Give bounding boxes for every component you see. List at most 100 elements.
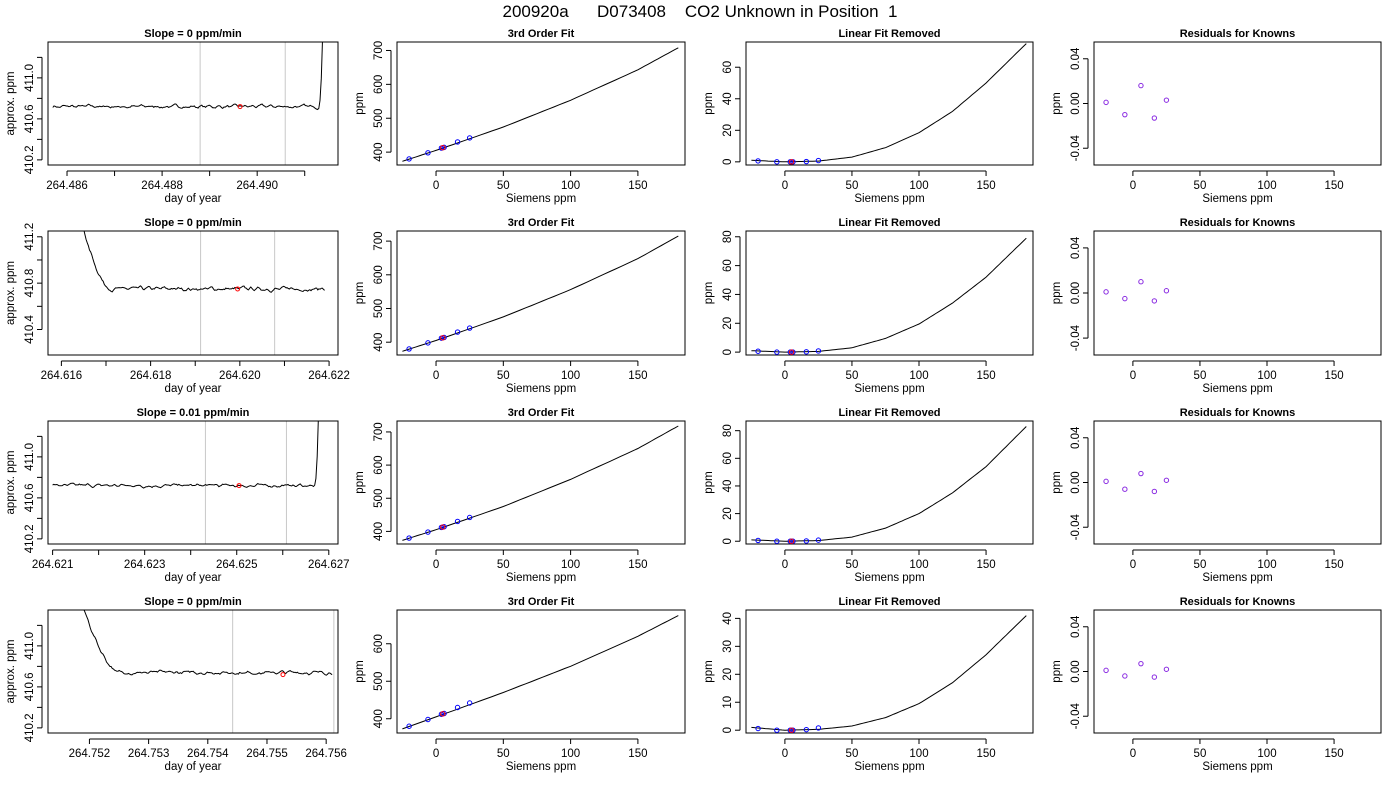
unknown-point <box>788 727 795 733</box>
x-axis-label: Siemens ppm <box>1202 572 1272 584</box>
panel-r3c1: Slope = 0.01 ppm/min 264.621 264.623 264.62… <box>5 407 350 584</box>
x-tick-label: 50 <box>497 180 510 192</box>
x-tick-label: 264.627 <box>308 559 350 571</box>
x-tick-label: 100 <box>909 559 928 571</box>
x-tick-label: 264.488 <box>141 180 183 192</box>
x-tick-label: 264.622 <box>308 370 350 382</box>
fit-curve <box>751 615 1027 731</box>
x-tick-label: 50 <box>846 180 859 192</box>
known-point <box>815 537 822 543</box>
x-tick-label: 264.621 <box>32 559 74 571</box>
x-tick-label: 100 <box>909 748 928 760</box>
plot-area <box>1103 660 1170 680</box>
y-tick-label: 400 <box>373 709 385 728</box>
y-axis-label: ppm <box>354 471 366 493</box>
known-point <box>755 158 761 164</box>
y-axis-label: approx. ppm <box>5 261 17 325</box>
known-point <box>803 726 810 733</box>
y-tick-label: -0.04 <box>1070 135 1082 162</box>
known-point <box>755 537 761 544</box>
unknown-point <box>440 711 446 717</box>
plot-frame <box>1093 609 1382 734</box>
panel-r4c4: Residuals for Knowns 0 50 100 150 -0.04 0.00 0.… <box>1051 596 1382 773</box>
plot-area <box>52 421 319 489</box>
known-point <box>774 727 780 733</box>
residual-point <box>1163 666 1170 672</box>
y-tick-label: 0.04 <box>1070 426 1082 449</box>
known-point <box>803 158 810 165</box>
x-tick-label: 0 <box>433 370 439 382</box>
plot-frame <box>396 609 686 734</box>
y-tick-label: 20 <box>722 507 734 520</box>
plot-area <box>83 231 325 293</box>
fit-curve <box>751 237 1027 353</box>
unknown-sample-marker <box>236 483 242 489</box>
panel-r3c2: 3rd Order Fit 0 50 100 150 400 500 600 700 Siemen… <box>354 407 686 584</box>
panel-title: Residuals for Knowns <box>1180 596 1296 608</box>
y-tick-label: 20 <box>722 317 734 330</box>
x-tick-label: 264.620 <box>219 370 261 382</box>
known-point <box>466 514 473 521</box>
y-axis-label: ppm <box>703 660 715 682</box>
panel-title: Residuals for Knowns <box>1180 28 1296 40</box>
known-point <box>466 135 473 141</box>
x-tick-label: 0 <box>1130 559 1136 571</box>
residual-point <box>1163 288 1170 294</box>
concentration-trace <box>52 421 319 489</box>
known-point <box>454 329 461 335</box>
concentration-trace <box>83 231 325 293</box>
residual-point <box>1151 115 1158 121</box>
y-tick-label: 20 <box>722 124 734 137</box>
fit-curve <box>402 235 679 352</box>
x-tick-label: 100 <box>561 748 580 760</box>
panel-r3c4: Residuals for Knowns 0 50 100 150 -0.04 0.00 0.… <box>1051 407 1382 584</box>
y-axis-label: ppm <box>703 471 715 493</box>
y-axis-label: ppm <box>354 92 366 114</box>
x-axis-label: Siemens ppm <box>854 383 924 395</box>
x-axis-label: Siemens ppm <box>506 761 576 773</box>
known-point <box>815 157 822 164</box>
y-tick-label: 30 <box>722 640 734 653</box>
x-tick-label: 50 <box>497 748 510 760</box>
residual-point <box>1163 97 1170 103</box>
known-point <box>803 538 810 544</box>
known-point <box>454 704 461 711</box>
x-tick-label: 100 <box>1257 180 1276 192</box>
known-point <box>815 348 822 354</box>
residual-point <box>1103 667 1109 674</box>
residual-point <box>1151 674 1158 680</box>
x-tick-label: 100 <box>561 559 580 571</box>
panel-r2c1: Slope = 0 ppm/min 264.616 264.618 264.620 26… <box>5 217 350 395</box>
known-point <box>466 325 473 331</box>
x-tick-label: 150 <box>1324 559 1343 571</box>
x-axis-label: Siemens ppm <box>506 383 576 395</box>
x-tick-label: 50 <box>1194 559 1207 571</box>
y-axis-label: approx. ppm <box>5 451 17 515</box>
panel-title: Linear Fit Removed <box>838 407 940 419</box>
y-tick-label: 60 <box>722 259 734 272</box>
plot-frame <box>1093 230 1382 356</box>
y-axis-label: ppm <box>1051 92 1063 114</box>
y-tick-label: 400 <box>373 522 385 541</box>
plot-area <box>52 42 323 111</box>
panel-title: Slope = 0.01 ppm/min <box>137 407 250 419</box>
y-tick-label: 0.00 <box>1070 660 1082 682</box>
y-tick-label: 411.0 <box>24 443 36 471</box>
plot-frame <box>396 41 686 166</box>
panel-title: Linear Fit Removed <box>838 596 940 608</box>
y-tick-label: 410.6 <box>24 483 36 512</box>
x-tick-label: 264.752 <box>69 748 111 760</box>
x-tick-label: 100 <box>561 180 580 192</box>
x-tick-label: 150 <box>976 370 995 382</box>
x-tick-label: 0 <box>782 370 788 382</box>
plot-area <box>83 610 333 678</box>
y-tick-label: 80 <box>722 230 734 243</box>
plot-area <box>751 43 1027 165</box>
unknown-point <box>788 159 795 165</box>
residual-point <box>1138 82 1144 89</box>
y-tick-label: 700 <box>373 422 385 441</box>
plot-area <box>402 47 679 162</box>
y-tick-label: 600 <box>373 75 385 94</box>
x-tick-label: 100 <box>909 180 928 192</box>
